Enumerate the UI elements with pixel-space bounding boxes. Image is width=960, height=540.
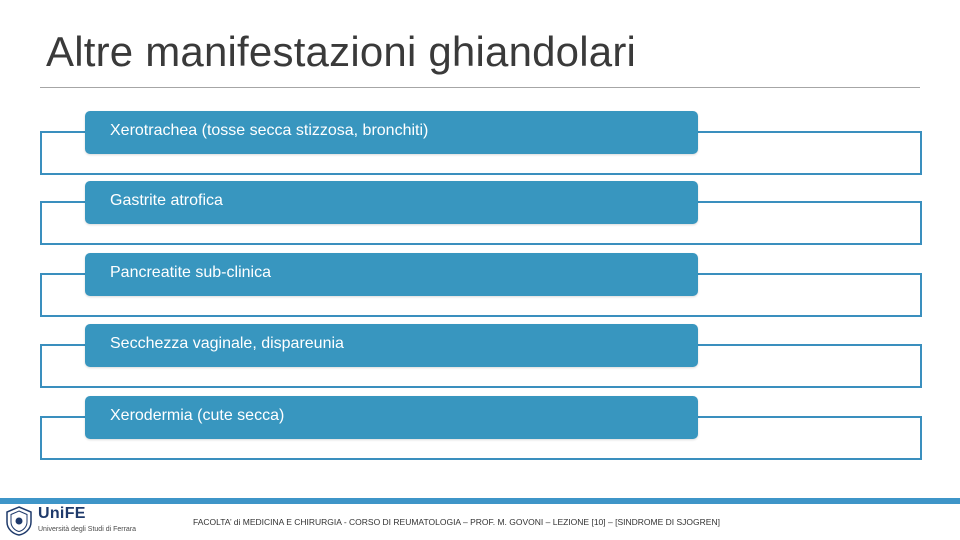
slide-title: Altre manifestazioni ghiandolari [46,28,637,75]
item-bar: Xerotrachea (tosse secca stizzosa, bronc… [85,111,698,154]
item-bar: Gastrite atrofica [85,181,698,224]
university-logo: UniFE [38,505,86,523]
university-crest-icon [6,506,32,536]
item-label: Gastrite atrofica [110,192,223,209]
title-divider [40,87,920,88]
logo-name: Uni [38,505,65,522]
item-label: Pancreatite sub-clinica [110,264,271,281]
list-item: Pancreatite sub-clinica [40,253,922,345]
item-label: Secchezza vaginale, dispareunia [110,335,344,352]
item-label: Xerotrachea (tosse secca stizzosa, bronc… [110,122,429,139]
footer-course-text: FACOLTA’ di MEDICINA E CHIRURGIA - CORSO… [193,517,720,527]
item-bar: Secchezza vaginale, dispareunia [85,324,698,367]
list-item: Secchezza vaginale, dispareunia [40,324,922,416]
item-bar: Pancreatite sub-clinica [85,253,698,296]
footer-band [0,498,960,504]
logo-name-accent: FE [64,505,86,522]
list-item: Xerotrachea (tosse secca stizzosa, bronc… [40,111,922,203]
list-item: Gastrite atrofica [40,181,922,273]
item-bar: Xerodermia (cute secca) [85,396,698,439]
item-label: Xerodermia (cute secca) [110,407,285,424]
list-item: Xerodermia (cute secca) [40,396,922,488]
logo-subtitle: Università degli Studi di Ferrara [38,526,137,533]
